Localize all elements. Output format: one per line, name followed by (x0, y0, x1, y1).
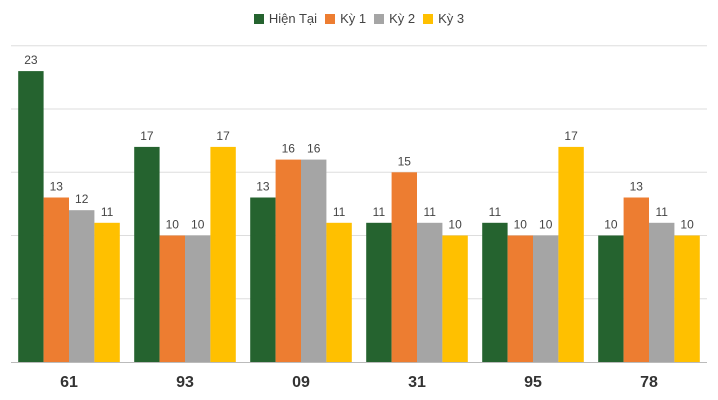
legend: Hiện Tại Kỳ 1 Kỳ 2 Kỳ 3 (0, 11, 718, 26)
legend-swatch (423, 13, 434, 24)
data-label: 10 (166, 218, 180, 232)
legend-label: Kỳ 3 (438, 11, 465, 26)
bar[interactable] (43, 197, 69, 363)
x-tick-label: 95 (524, 374, 542, 391)
bar[interactable] (301, 159, 327, 362)
data-label: 23 (24, 53, 38, 67)
bar[interactable] (134, 146, 160, 362)
data-label: 17 (140, 129, 154, 143)
legend-label: Hiện Tại (268, 11, 318, 26)
legend-swatch (253, 13, 264, 24)
legend-item[interactable]: Kỳ 3 (423, 11, 464, 26)
bar[interactable] (326, 222, 352, 362)
data-label: 10 (448, 218, 462, 232)
data-label: 11 (373, 205, 386, 219)
x-tick-label: 78 (640, 374, 658, 391)
bar[interactable] (417, 222, 443, 362)
data-label: 10 (191, 218, 205, 232)
data-label: 11 (655, 205, 668, 219)
bar[interactable] (391, 172, 417, 363)
bar[interactable] (674, 235, 700, 363)
bar[interactable] (558, 146, 584, 362)
bar[interactable] (366, 222, 392, 362)
legend-item[interactable]: Hiện Tại (253, 11, 318, 26)
data-label: 13 (630, 180, 644, 194)
bar[interactable] (507, 235, 533, 363)
data-label: 12 (75, 192, 89, 206)
bar[interactable] (533, 235, 559, 363)
data-label: 15 (398, 154, 412, 168)
data-label: 11 (489, 205, 502, 219)
data-label: 17 (216, 129, 230, 143)
legend-swatch (325, 13, 336, 24)
data-label: 11 (101, 205, 114, 219)
bar[interactable] (185, 235, 211, 363)
bar[interactable] (94, 222, 120, 362)
x-tick-label: 93 (176, 374, 194, 391)
bar[interactable] (18, 71, 44, 362)
bar[interactable] (275, 159, 301, 362)
data-label: 10 (514, 218, 528, 232)
x-tick-label: 31 (408, 374, 426, 391)
bar[interactable] (210, 146, 236, 362)
bar[interactable] (159, 235, 185, 363)
legend-swatch (374, 13, 385, 24)
data-label: 13 (256, 180, 270, 194)
legend-item[interactable]: Kỳ 2 (374, 11, 415, 26)
data-label: 17 (564, 129, 578, 143)
bar[interactable] (623, 197, 649, 363)
data-label: 16 (282, 142, 296, 156)
data-label: 10 (680, 218, 694, 232)
bar[interactable] (482, 222, 508, 362)
x-tick-label: 09 (292, 374, 310, 391)
data-label: 11 (423, 205, 436, 219)
bar[interactable] (250, 197, 276, 363)
legend-label: Kỳ 1 (340, 11, 367, 26)
bar[interactable] (442, 235, 468, 363)
x-tick-label: 61 (60, 374, 78, 391)
bar[interactable] (69, 210, 95, 362)
data-label: 11 (333, 205, 346, 219)
data-label: 10 (539, 218, 553, 232)
legend-label: Kỳ 2 (389, 11, 416, 26)
legend-item[interactable]: Kỳ 1 (325, 11, 366, 26)
data-label: 10 (604, 218, 618, 232)
data-label: 13 (50, 180, 64, 194)
bar[interactable] (598, 235, 624, 363)
data-label: 16 (307, 142, 321, 156)
bar[interactable] (649, 222, 675, 362)
